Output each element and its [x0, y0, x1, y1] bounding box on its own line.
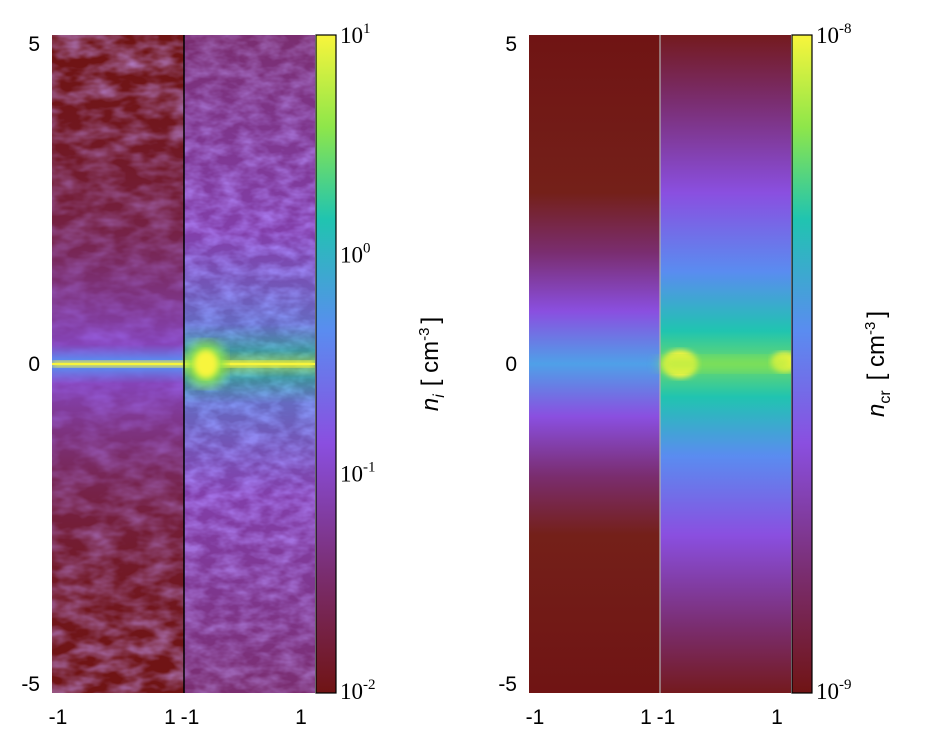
colorbar-tick-label: 100	[340, 240, 371, 267]
x-tick-label: 1	[771, 706, 783, 729]
ni-colorbar	[315, 34, 337, 694]
y-tick-label: 0	[505, 353, 517, 376]
cr-density-map	[529, 35, 791, 693]
colorbar-tick-label: 10-1	[340, 460, 376, 487]
ncr-colorbar-label: ncr[ cm-3]	[862, 311, 894, 417]
x-tick-label: 1	[164, 706, 176, 729]
x-tick-label: 1	[295, 706, 307, 729]
ion-density-map	[52, 35, 315, 693]
x-tick-label: -1	[49, 706, 68, 729]
colorbar-tick-label: 10-2	[340, 677, 376, 704]
y-tick-label: -5	[498, 673, 517, 696]
x-tick-label: -1	[526, 706, 545, 729]
ni-colorbar-label: ni[ cm-3]	[416, 317, 448, 411]
x-tick-label: -1	[181, 706, 200, 729]
y-tick-label: 5	[28, 33, 40, 56]
ncr-axis-ticks: 50-5-1 1 -1 1	[498, 33, 783, 729]
colorbar-tick-label: 10-8	[816, 21, 852, 48]
y-tick-label: 0	[28, 353, 40, 376]
y-tick-label: 5	[505, 33, 517, 56]
y-tick-label: -5	[21, 673, 40, 696]
ncr-panel-1	[529, 35, 660, 693]
ni-axis-ticks: 50-5-1 1 -1 1	[21, 33, 307, 729]
ni-colorbar-ticks: 101 100 10-1 10-2	[340, 21, 376, 704]
x-tick-label: -1	[657, 706, 676, 729]
colorbar-tick-label: 101	[340, 21, 371, 48]
colorbar-tick-label: 10-9	[816, 677, 852, 704]
ncr-colorbar	[791, 34, 813, 694]
x-tick-label: 1	[640, 706, 652, 729]
ncr-colorbar-ticks: 10-8 10-9	[816, 21, 852, 704]
